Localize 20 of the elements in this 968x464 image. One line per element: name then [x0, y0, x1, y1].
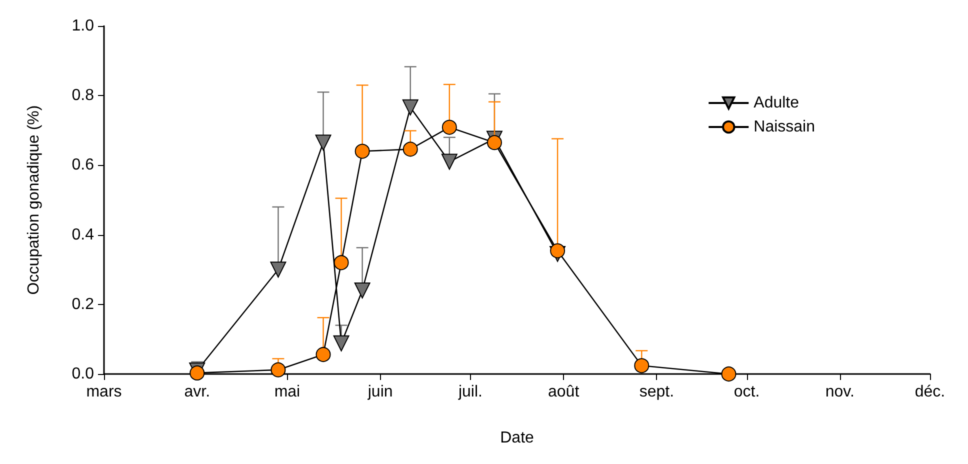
x-tick-label: mars [86, 384, 122, 400]
y-tick-label: 0.8 [72, 87, 94, 104]
x-tick-label: oct. [734, 384, 760, 400]
y-tick-label: 0.4 [72, 226, 94, 244]
y-tick-label: 0.2 [72, 296, 94, 313]
x-tick-label: avr. [184, 384, 210, 400]
legend-label: Adulte [754, 94, 800, 112]
y-axis-title: Occupation gonadique (%) [26, 105, 42, 295]
x-tick-label: juil. [457, 384, 482, 400]
x-tick-label: juin [366, 384, 393, 400]
y-tick-label: 0.6 [72, 156, 94, 174]
x-tick-label: août [548, 384, 580, 400]
y-tick-label: 1.0 [72, 18, 94, 34]
x-tick-label: déc. [914, 384, 946, 400]
y-tick-label: 0.0 [72, 366, 94, 382]
x-axis-title: Date [500, 430, 534, 446]
x-tick-label: sept. [639, 384, 674, 400]
x-tick-label: mai [274, 384, 300, 400]
x-tick-label: nov. [825, 384, 854, 400]
legend-label: Naissain [754, 118, 815, 136]
